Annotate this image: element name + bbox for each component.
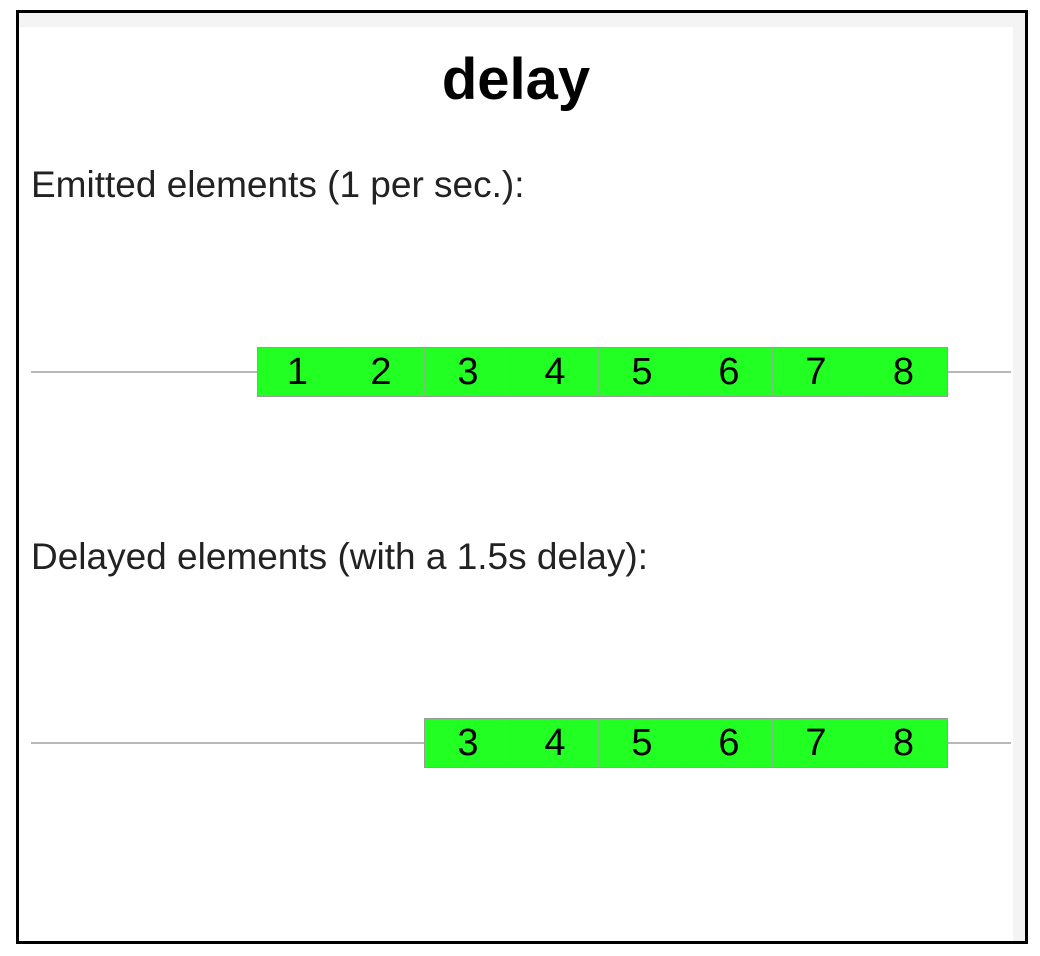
marble-item: 6 [686, 719, 773, 767]
marble-item: 8 [892, 350, 915, 393]
marble-item: 3 [425, 719, 512, 767]
marble-item: 7 [773, 348, 860, 396]
marble-item: 5 [599, 348, 686, 396]
marble-item: 4 [512, 348, 599, 396]
marble-item: 1 [258, 348, 338, 396]
marble-item: 8 [892, 721, 915, 764]
marble-item: 6 [686, 348, 773, 396]
emitted-label: Emitted elements (1 per sec.): [31, 164, 525, 205]
marble-item: 2 [338, 348, 425, 396]
marble-item: 7 [773, 719, 860, 767]
delayed-label: Delayed elements (with a 1.5s delay): [31, 536, 648, 577]
marble-item: 4 [512, 719, 599, 767]
marble-item: 3 [425, 348, 512, 396]
marble-item: 5 [599, 719, 686, 767]
page-title: delay [441, 47, 591, 112]
